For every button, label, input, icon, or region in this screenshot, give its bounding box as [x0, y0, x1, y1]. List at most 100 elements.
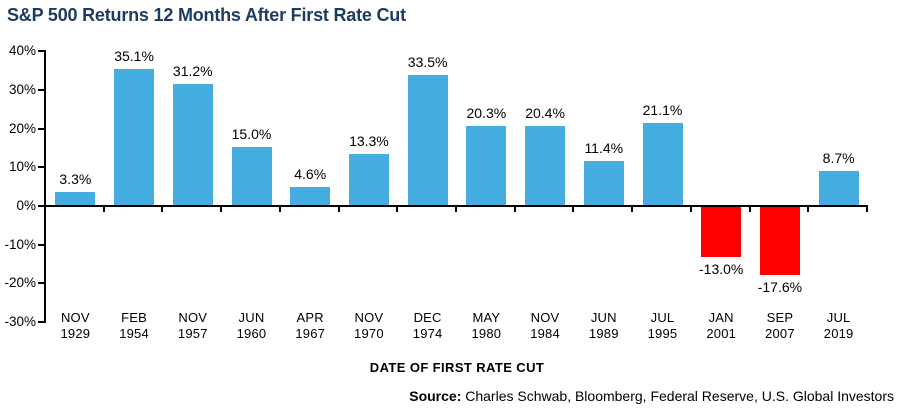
x-tick-year: 1995 [647, 326, 678, 341]
x-axis-tick [513, 205, 516, 212]
x-tick-month: NOV [178, 310, 208, 325]
bar [759, 207, 800, 276]
x-tick-year: 2001 [706, 326, 737, 341]
bar-value-label: -17.6% [757, 279, 803, 296]
x-axis-tick [278, 205, 281, 212]
chart-title: S&P 500 Returns 12 Months After First Ra… [7, 5, 406, 25]
x-tick-year: 1989 [588, 326, 619, 341]
x-axis-tick [689, 205, 692, 212]
x-tick-year: 1957 [177, 326, 208, 341]
x-tick-label: DEC 1974 [398, 310, 457, 342]
y-axis-tick [38, 88, 44, 91]
x-axis-title: DATE OF FIRST RATE CUT [369, 360, 545, 375]
y-axis-tick [38, 166, 44, 169]
bar-value-label: 11.4% [584, 139, 624, 156]
x-axis-tick [220, 205, 223, 212]
y-axis-tick [38, 243, 44, 246]
x-axis-tick [631, 205, 634, 212]
x-tick-year: 1970 [354, 326, 384, 341]
y-tick-label: -10% [4, 236, 36, 252]
y-tick-label: 30% [8, 81, 36, 97]
source-label: Source: [409, 388, 462, 404]
y-axis-tick [38, 205, 44, 207]
bar [583, 160, 624, 205]
y-axis-tick [38, 127, 44, 130]
bar-value-label: 33.5% [407, 54, 448, 71]
x-axis-tick [396, 205, 399, 212]
x-tick-month: JUN [238, 310, 265, 325]
y-tick-label: -20% [4, 275, 36, 291]
x-tick-label: JUN 1989 [574, 310, 633, 342]
y-axis-tick [38, 50, 44, 53]
y-axis-line [44, 50, 46, 324]
bar [818, 171, 859, 205]
bar [348, 153, 389, 205]
x-tick-label: NOV 1957 [163, 310, 222, 342]
x-tick-month: JUN [590, 310, 617, 325]
x-tick-year: 1960 [236, 326, 267, 341]
x-axis-tick [455, 205, 457, 212]
x-axis-tick [102, 205, 105, 212]
bar-value-label: 20.4% [525, 105, 565, 122]
bar [290, 187, 331, 205]
bar-value-label: 8.7% [822, 150, 855, 167]
x-tick-month: JUL [826, 310, 851, 325]
bar-value-label: 21.1% [642, 102, 683, 119]
bar-value-label: 4.6% [294, 166, 327, 183]
x-axis-tick [337, 205, 340, 212]
x-tick-year: 2007 [765, 326, 795, 341]
bar-value-label: 15.0% [231, 125, 272, 142]
x-tick-label: JAN 2001 [692, 310, 751, 342]
x-axis-tick [748, 205, 751, 212]
bar-value-label: 3.3% [59, 171, 92, 188]
x-tick-year: 1967 [295, 326, 326, 341]
x-tick-label: NOV 1929 [46, 310, 105, 342]
x-tick-month: JUL [650, 310, 675, 325]
x-tick-year: 1980 [471, 326, 502, 341]
y-axis-tick [38, 321, 44, 324]
bar-value-label: 13.3% [349, 132, 389, 149]
bar [172, 84, 213, 205]
bar [231, 146, 272, 205]
bar [407, 75, 448, 205]
source-note: Source: Charles Schwab, Bloomberg, Feder… [409, 388, 894, 404]
x-tick-label: NOV 1970 [340, 310, 399, 342]
x-axis-tick [866, 205, 868, 212]
x-tick-month: NOV [60, 310, 90, 325]
bar [525, 126, 566, 205]
bar [114, 69, 155, 205]
x-tick-label: JUL 1995 [633, 310, 692, 342]
y-axis-tick [38, 282, 44, 285]
x-tick-month: MAY [472, 310, 501, 325]
bar [701, 207, 742, 258]
bar [466, 126, 507, 205]
x-tick-month: JAN [708, 310, 734, 325]
x-tick-label: NOV 1984 [516, 310, 575, 342]
x-tick-month: DEC [413, 310, 442, 325]
x-tick-label: FEB 1954 [105, 310, 164, 342]
x-tick-year: 1984 [530, 326, 560, 341]
bar-value-label: 31.2% [172, 63, 213, 80]
bar-value-label: -13.0% [699, 261, 744, 278]
bar [642, 123, 683, 205]
y-tick-label: -30% [4, 314, 36, 330]
x-tick-month: SEP [766, 310, 794, 325]
y-tick-label: 40% [8, 43, 36, 59]
x-tick-month: NOV [354, 310, 384, 325]
x-tick-label: MAY 1980 [457, 310, 516, 342]
y-tick-label: 20% [8, 120, 36, 136]
x-tick-month: APR [296, 310, 324, 325]
x-tick-label: APR 1967 [281, 310, 340, 342]
x-tick-label: JUN 1960 [222, 310, 281, 342]
y-tick-label: 0% [16, 198, 36, 213]
x-axis-tick [572, 205, 575, 212]
x-tick-year: 1954 [119, 326, 149, 341]
x-tick-label: JUL 2019 [809, 310, 868, 342]
x-tick-month: FEB [121, 310, 147, 325]
bar-value-label: 20.3% [466, 105, 507, 122]
x-tick-label: SEP 2007 [751, 310, 810, 342]
x-tick-year: 1974 [412, 326, 443, 341]
bar [55, 192, 96, 205]
